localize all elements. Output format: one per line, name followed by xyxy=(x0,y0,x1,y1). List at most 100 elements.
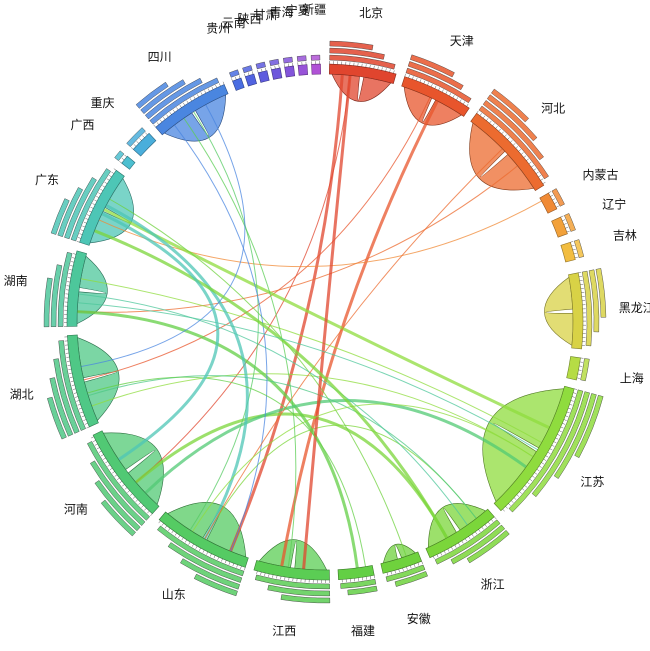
region-bar xyxy=(280,594,331,604)
arc-tick xyxy=(145,132,148,135)
arc-tick xyxy=(199,547,201,551)
arc-tick xyxy=(523,155,527,158)
arc-tick xyxy=(156,122,159,125)
region-bar xyxy=(144,77,203,120)
region-bar xyxy=(466,530,510,564)
region-bar xyxy=(434,519,501,565)
arc-tick xyxy=(531,165,534,168)
region-arc xyxy=(329,63,397,84)
arc-tick xyxy=(176,107,179,111)
arc-tick xyxy=(481,526,484,530)
region-label: 宁夏 xyxy=(286,3,310,18)
arc-tick xyxy=(172,109,175,113)
arc-tick xyxy=(560,215,564,218)
region-label: 湖北 xyxy=(10,386,34,401)
arc-tick xyxy=(369,64,371,68)
arc-tick xyxy=(445,91,448,95)
arc-tick xyxy=(498,128,501,132)
region-label: 重庆 xyxy=(90,96,114,110)
region-arc xyxy=(257,70,270,83)
region-bar xyxy=(394,571,428,587)
region-bar xyxy=(588,269,600,333)
arc-tick xyxy=(77,404,81,406)
arc-tick xyxy=(264,572,266,576)
arc-tick xyxy=(94,443,98,446)
arc-tick xyxy=(386,572,388,576)
region-bar xyxy=(193,573,238,597)
arc-tick xyxy=(112,471,115,474)
arc-tick xyxy=(556,205,559,208)
arc-tick xyxy=(536,469,540,472)
region-label: 贵州 xyxy=(206,21,230,35)
region-arc xyxy=(401,76,470,117)
arc-tick xyxy=(104,181,108,184)
arc-tick xyxy=(475,531,478,535)
arc-tick xyxy=(138,502,141,505)
region-arc xyxy=(253,560,330,581)
arc-tick xyxy=(478,529,481,532)
arc-tick xyxy=(571,245,575,247)
arc-tick xyxy=(491,519,494,522)
arc-tick xyxy=(169,112,172,115)
arc-tick xyxy=(87,214,90,217)
arc-tick xyxy=(69,372,73,374)
arc-tick xyxy=(121,157,125,161)
arc-tick xyxy=(433,556,435,560)
arc-tick xyxy=(562,423,566,425)
region-arc xyxy=(284,65,296,78)
arc-tick xyxy=(505,506,508,509)
arc-tick xyxy=(215,84,217,88)
arc-tick xyxy=(96,196,100,198)
arc-tick xyxy=(153,124,156,128)
arc-tick xyxy=(511,500,514,503)
arc-tick xyxy=(80,411,84,414)
arc-tick xyxy=(573,392,577,394)
arc-tick xyxy=(70,265,74,267)
arc-tick xyxy=(166,114,169,118)
arc-tick xyxy=(452,95,455,98)
arc-tick xyxy=(209,553,212,557)
region-bar xyxy=(140,79,186,114)
arc-tick xyxy=(577,373,581,375)
region-bar xyxy=(126,127,146,147)
arc-tick xyxy=(566,411,570,414)
arc-tick xyxy=(427,82,429,86)
arc-tick xyxy=(576,377,580,379)
arc-tick xyxy=(563,419,567,421)
arc-tick xyxy=(73,253,77,255)
arc-tick xyxy=(76,400,80,402)
region-label: 广西 xyxy=(71,118,95,132)
chord-link xyxy=(77,165,518,313)
region-bar xyxy=(573,239,585,258)
region-label: 山东 xyxy=(162,587,186,601)
region-bar xyxy=(53,358,80,434)
arc-tick xyxy=(406,566,408,570)
arc-tick xyxy=(494,516,497,520)
arc-tick xyxy=(443,550,446,554)
arc-tick xyxy=(204,90,207,94)
arc-tick xyxy=(240,566,242,569)
region-bar xyxy=(283,56,293,64)
arc-tick xyxy=(98,450,102,453)
arc-tick xyxy=(228,561,231,565)
arc-tick xyxy=(510,140,513,143)
chord-link xyxy=(280,100,439,567)
arc-tick xyxy=(571,396,575,398)
region-arc xyxy=(337,565,375,580)
region-bar xyxy=(229,69,240,78)
arc-tick xyxy=(90,206,94,209)
arc-tick xyxy=(83,221,87,224)
region-bar xyxy=(242,65,253,74)
chord-link xyxy=(144,398,528,495)
arc-tick xyxy=(193,96,196,100)
region-arc xyxy=(539,192,558,214)
arc-tick xyxy=(551,444,555,447)
arc-tick xyxy=(540,178,544,181)
self-flow-ribbon xyxy=(469,122,535,191)
arc-tick xyxy=(441,89,444,93)
arc-tick xyxy=(235,76,237,80)
arc-tick xyxy=(554,202,558,204)
arc-tick xyxy=(144,508,147,511)
arc-tick xyxy=(508,503,511,506)
